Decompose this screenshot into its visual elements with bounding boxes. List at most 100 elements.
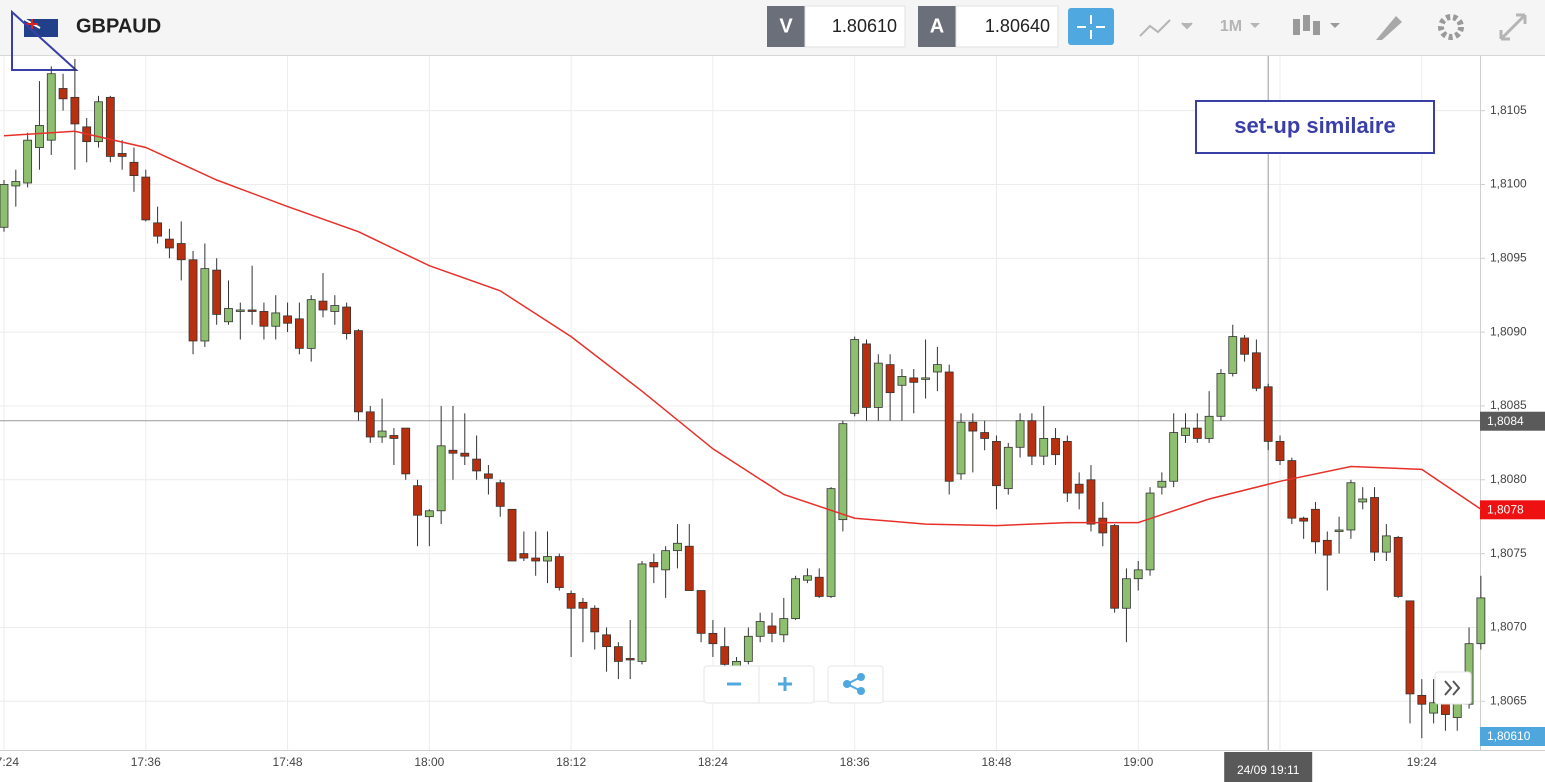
candle-body [1299, 517, 1309, 522]
candle-body [720, 646, 730, 665]
candle-body [413, 485, 422, 516]
candle-body [826, 488, 836, 597]
candle-body [0, 184, 9, 228]
x-tick-label: 19:24 [1407, 755, 1437, 769]
x-tick-label: 19:00 [1123, 755, 1153, 769]
candle-body [909, 377, 919, 383]
candle-body [921, 377, 930, 380]
candle-body [247, 309, 257, 312]
settings-button[interactable] [1438, 14, 1464, 40]
candle-body [1027, 420, 1037, 457]
draw-button[interactable] [1376, 16, 1402, 40]
candle-body [932, 364, 942, 373]
candle-body [70, 96, 80, 125]
x-tick-label: 18:48 [981, 755, 1011, 769]
candle-body [1181, 427, 1190, 436]
scroll-right[interactable] [1434, 671, 1472, 705]
x-tick-label: 17:24 [0, 755, 19, 769]
moving-average [3, 130, 1482, 527]
zoom-in[interactable] [778, 677, 792, 691]
price-label-bg [1480, 727, 1545, 746]
candle-body [94, 101, 103, 143]
candle-body [1204, 415, 1214, 439]
candle-body [578, 601, 588, 609]
crosshair-button[interactable] [1068, 8, 1114, 45]
candle-body [814, 576, 824, 597]
timeframe[interactable]: 1M [1220, 18, 1242, 35]
candle-button[interactable] [1293, 15, 1340, 35]
drawing-triangle [11, 9, 79, 71]
candle-body [649, 562, 659, 568]
candle-body [365, 411, 375, 438]
y-tick-label: 1,8080 [1490, 472, 1527, 486]
candle-body [1074, 483, 1084, 494]
x-tick-label: 18:12 [556, 755, 586, 769]
x-tick-label: 18:24 [698, 755, 728, 769]
candle-body [1417, 694, 1427, 705]
candle-body [968, 421, 978, 432]
y-tick-label: 1,8090 [1490, 324, 1527, 338]
candle-body [1086, 479, 1096, 525]
bid-label: V [779, 15, 793, 37]
bid-box[interactable] [804, 5, 906, 48]
candle-body [992, 440, 1001, 487]
x-tick-label: 17:48 [273, 755, 303, 769]
candle-body [862, 343, 871, 408]
candle-body [1062, 440, 1072, 494]
candle-body [235, 309, 245, 312]
candle-body [1275, 440, 1285, 461]
candle-body [1429, 702, 1439, 714]
candle-body [873, 362, 883, 408]
candle-body [1133, 569, 1143, 580]
candle-body [176, 243, 186, 261]
candle-body [1240, 337, 1249, 355]
candle-body [1157, 480, 1167, 488]
expand-button[interactable] [1499, 13, 1527, 41]
candle-body [1322, 539, 1332, 556]
share-button[interactable] [827, 665, 884, 704]
candle-body [58, 88, 68, 100]
candle-body [602, 634, 611, 648]
candle-body [472, 458, 482, 472]
ask-box[interactable] [955, 5, 1059, 48]
symbol: GBPAUD [76, 15, 161, 37]
timeframe-caret [1250, 23, 1260, 28]
y-tick-label: 1,8070 [1490, 620, 1527, 634]
candle-body [283, 315, 292, 324]
candle-body [613, 646, 623, 662]
ask-badge[interactable] [918, 6, 956, 47]
candle-body [448, 449, 458, 454]
candle-body [590, 607, 600, 633]
candle-body [1311, 508, 1320, 543]
candle-body [23, 139, 33, 184]
candle-body [803, 575, 812, 581]
candle-body [519, 553, 529, 559]
candle-body [460, 452, 470, 457]
candle-body [1370, 497, 1379, 553]
crosshair-label-bg [1224, 752, 1313, 782]
bid-badge[interactable] [767, 6, 805, 47]
candle-body [318, 300, 328, 311]
candle-body [484, 473, 493, 479]
candle-body [212, 269, 222, 315]
y-tick-label: 1,8085 [1490, 398, 1527, 412]
candle-body [850, 339, 860, 414]
candle-body [684, 545, 694, 591]
candle-body [188, 259, 198, 342]
candle-body [956, 421, 966, 475]
candle-body [1228, 336, 1238, 374]
candle-body [117, 153, 127, 157]
candle-body [11, 181, 21, 187]
candle-body [1393, 536, 1403, 597]
candle-body [755, 621, 765, 637]
y-tick-label: 1,8075 [1490, 546, 1527, 560]
candle-body [708, 632, 718, 645]
flag [23, 18, 58, 37]
candle-body [743, 635, 753, 662]
chart-type-button[interactable] [1139, 19, 1193, 37]
candle-body [566, 593, 576, 609]
candle-body [1381, 535, 1391, 553]
candle-body [35, 125, 44, 148]
